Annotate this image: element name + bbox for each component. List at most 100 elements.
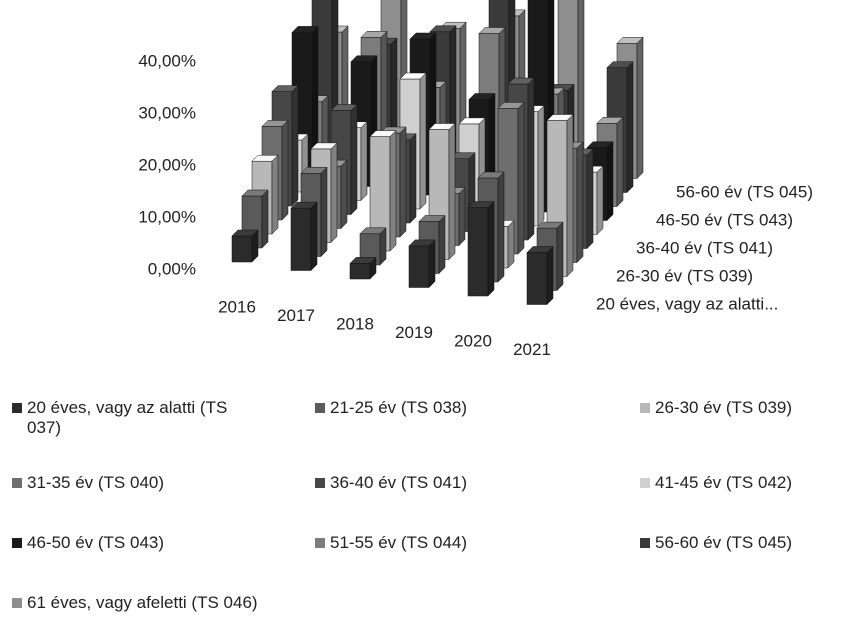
bar-top — [241, 189, 269, 197]
bar-top — [271, 85, 299, 92]
legend-label: 36-40 év (TS 041) — [330, 473, 468, 492]
bar-side — [586, 148, 594, 250]
bar-top — [536, 221, 564, 229]
legend-label: 26-30 év (TS 039) — [655, 398, 793, 417]
legend-item: 26-30 év (TS 039) — [640, 398, 792, 418]
bar-top — [478, 27, 506, 34]
bar-top — [429, 25, 457, 33]
bar-front — [231, 235, 253, 263]
y-tick-label: 0,00% — [148, 259, 196, 278]
bar-side — [320, 166, 328, 258]
bar-top — [350, 55, 378, 62]
bar-top — [586, 141, 614, 148]
legend-item: 36-40 év (TS 041) — [315, 473, 467, 493]
legend-item: 21-25 év (TS 038) — [315, 398, 467, 418]
bar-side — [340, 159, 348, 230]
legend-item: 61 éves, vagy afeletti (TS 046) — [12, 593, 258, 613]
bar-front — [467, 207, 489, 297]
bar-side — [596, 165, 604, 236]
bar-side — [497, 171, 505, 283]
bar — [231, 229, 259, 263]
bar-top — [261, 120, 289, 127]
legend-swatch — [12, 538, 22, 548]
bar-top — [468, 93, 496, 100]
x-tick-label: 2019 — [395, 323, 433, 342]
legend-swatch — [12, 403, 22, 413]
bar-top — [360, 31, 388, 38]
bar-top — [477, 171, 505, 179]
legend-label: 21-25 év (TS 038) — [330, 398, 468, 417]
bar-side — [487, 200, 495, 297]
bar-side — [360, 121, 368, 202]
bar-top — [330, 104, 358, 111]
depth-label: 56-60 év (TS 045) — [676, 182, 813, 201]
bar-side — [409, 133, 417, 224]
bar-side — [626, 61, 634, 194]
legend-swatch — [315, 403, 325, 413]
bar-side — [310, 201, 318, 272]
bar-side — [576, 141, 584, 264]
bar-side — [379, 227, 387, 266]
bar-front — [290, 207, 312, 271]
bar-side — [281, 119, 289, 221]
bar-side — [350, 103, 358, 216]
bar-top — [290, 201, 318, 209]
bar-side — [458, 186, 466, 247]
bar-side — [428, 239, 436, 289]
bar-top — [467, 201, 495, 208]
depth-label: 26-30 év (TS 039) — [616, 266, 753, 285]
bar-top — [300, 167, 328, 174]
x-tick-label: 2017 — [277, 306, 315, 325]
legend-label: 46-50 év (TS 043) — [27, 533, 165, 552]
legend-item: 56-60 év (TS 045) — [640, 533, 792, 553]
bar — [526, 245, 554, 306]
bar — [290, 201, 318, 272]
bar-top — [359, 227, 387, 235]
legend-swatch — [12, 478, 22, 488]
bar-side — [527, 77, 535, 241]
bar-side — [438, 214, 446, 275]
bar-side — [419, 72, 427, 210]
bar-front — [526, 252, 548, 305]
bar-side — [261, 189, 269, 249]
y-tick-label: 10,00% — [138, 207, 196, 226]
bar-top — [497, 102, 525, 109]
y-tick-label: 40,00% — [138, 51, 196, 70]
bar-side — [517, 101, 525, 255]
depth-label: 46-50 év (TS 043) — [656, 210, 793, 229]
legend-label: 41-45 év (TS 042) — [655, 473, 793, 492]
bar-top — [409, 32, 437, 40]
bar-side — [537, 104, 545, 227]
bar-side — [507, 219, 515, 269]
bar-top — [418, 215, 446, 222]
bar-top — [408, 239, 436, 247]
legend-item: 41-45 év (TS 042) — [640, 473, 792, 493]
bar-top — [231, 229, 259, 237]
bar-top — [310, 142, 338, 150]
legend-item: 31-35 év (TS 040) — [12, 473, 164, 493]
legend-label: 56-60 év (TS 045) — [655, 533, 793, 552]
legend-item: 46-50 év (TS 043) — [12, 533, 164, 553]
bar-front — [408, 245, 430, 288]
bar-side — [389, 129, 397, 252]
legend-label: 51-55 év (TS 044) — [330, 533, 468, 552]
bar-top — [251, 154, 279, 162]
y-tick-label: 30,00% — [138, 103, 196, 122]
legend-swatch — [12, 598, 22, 608]
plot: 0,00% 10,00% 20,00% 30,00% 40,00% 2016 2017 201… — [138, 0, 813, 359]
bar-top — [526, 246, 554, 253]
bar-side — [448, 122, 456, 261]
legend-label: 20 éves, vagy az alatti (TS 037) — [27, 398, 228, 437]
bar-side — [546, 245, 554, 306]
bar-side — [566, 113, 574, 278]
x-tick-label: 2016 — [218, 297, 256, 316]
bar-top — [458, 117, 486, 125]
legend-swatch — [315, 478, 325, 488]
legend-swatch — [640, 538, 650, 548]
bar-top — [546, 114, 574, 121]
bar-side — [636, 36, 644, 180]
bar-side — [291, 84, 299, 207]
x-tick-label: 2020 — [454, 331, 492, 350]
legend-swatch — [315, 538, 325, 548]
